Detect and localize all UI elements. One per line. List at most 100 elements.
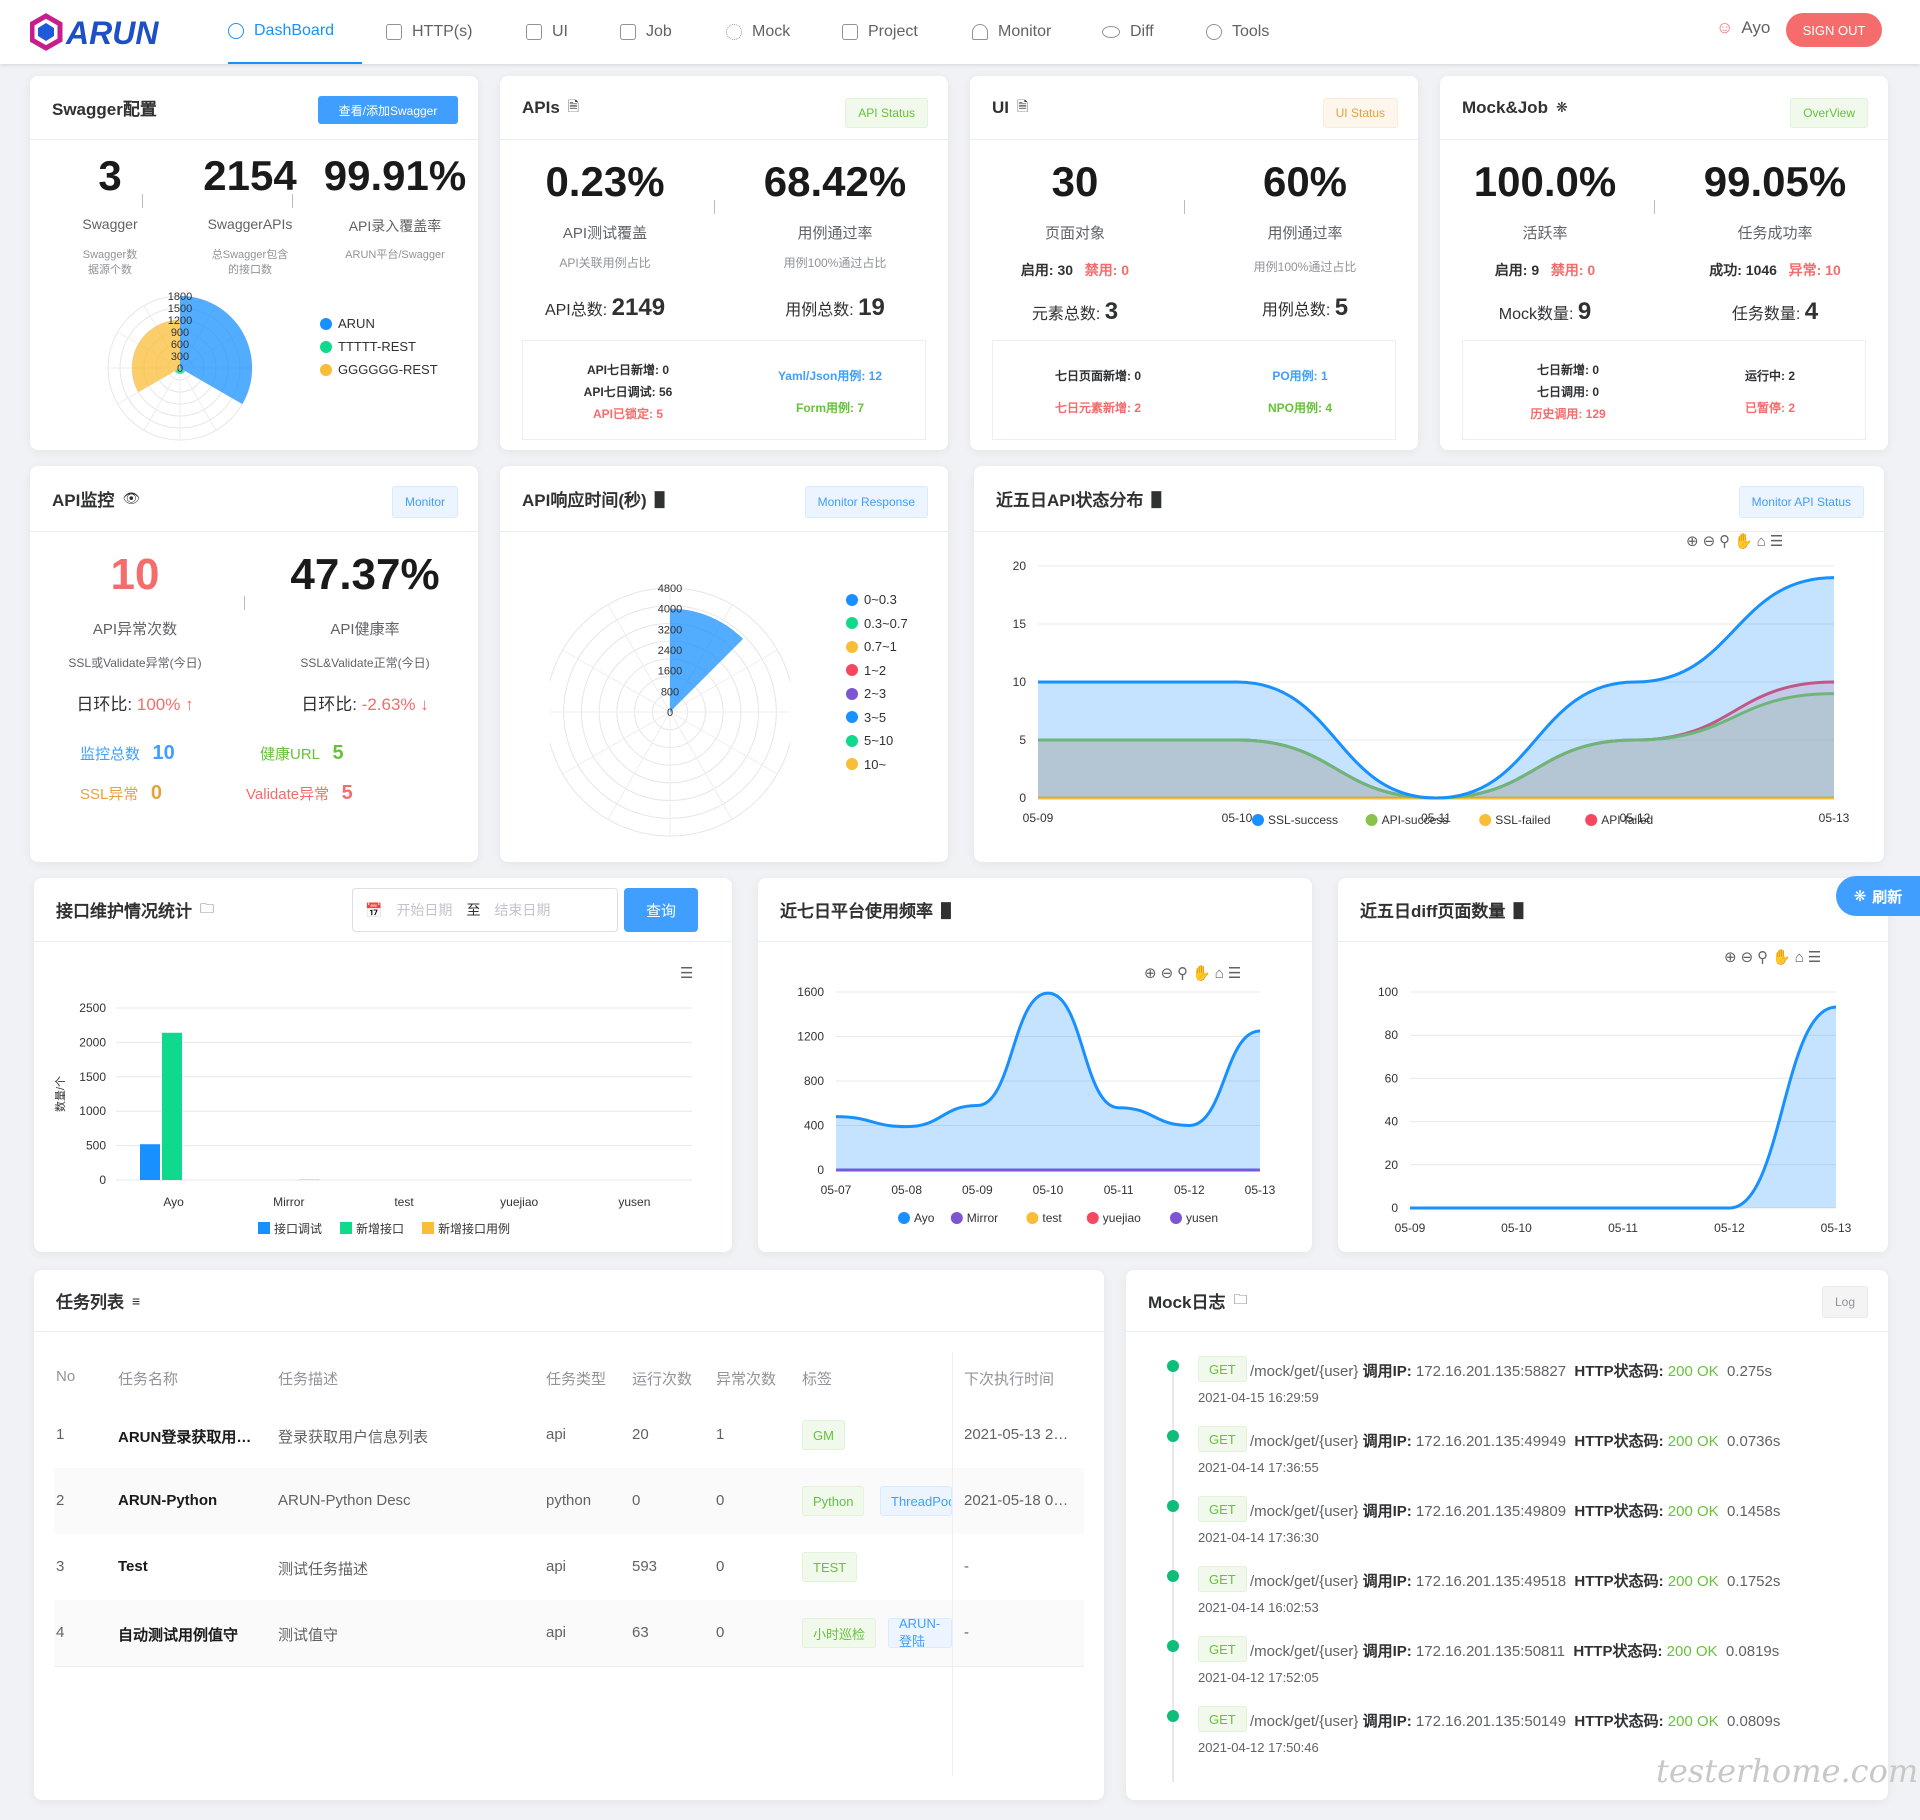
- nav-tools[interactable]: Tools: [1206, 0, 1269, 64]
- nav-mock[interactable]: Mock: [726, 0, 790, 64]
- legend-dot: [846, 617, 858, 629]
- log-entry[interactable]: /mock/get/{user} 调用IP: 172.16.201.135:49…: [1250, 1500, 1780, 1521]
- log-entry[interactable]: /mock/get/{user} 调用IP: 172.16.201.135:49…: [1250, 1570, 1780, 1591]
- run-count: 20: [632, 1426, 649, 1443]
- polar-sector: [670, 608, 744, 712]
- legend-dot: [1365, 814, 1378, 826]
- x-tick-label: 05-09: [962, 1183, 993, 1197]
- stat-label: 用例通过率: [1267, 225, 1343, 242]
- legend-item[interactable]: TTTTT-REST: [320, 339, 416, 354]
- nav-label: DashBoard: [254, 22, 335, 39]
- chart-toolbox[interactable]: ⊕⊖⚲✋⌂☰: [1686, 533, 1788, 550]
- log-entry[interactable]: /mock/get/{user} 调用IP: 172.16.201.135:58…: [1250, 1360, 1772, 1381]
- ip-label: 调用IP:: [1362, 1433, 1412, 1450]
- legend-item[interactable]: ARUN: [320, 316, 375, 331]
- refresh-button[interactable]: ❋ 刷新: [1836, 876, 1920, 916]
- stat-value: 30: [1051, 158, 1099, 205]
- legend-item[interactable]: 0.3~0.7: [846, 616, 908, 631]
- nav-http[interactable]: HTTP(s): [386, 0, 472, 64]
- monitor-api-status-tag[interactable]: Monitor API Status: [1738, 486, 1864, 518]
- date-range-picker[interactable]: 📅 开始日期 至 结束日期: [352, 888, 618, 932]
- legend-item[interactable]: 1~2: [846, 663, 886, 678]
- table-header[interactable]: 运行次数: [632, 1371, 693, 1388]
- detail-line: 七日页面新增: 0: [1054, 369, 1141, 383]
- method-tag: GET: [1198, 1426, 1247, 1452]
- legend-item[interactable]: 10~: [846, 757, 886, 772]
- chart-toolbox[interactable]: ⊕⊖⚲✋⌂☰: [1144, 965, 1246, 982]
- radial-tick-label: 1600: [658, 666, 682, 678]
- log-ip: 172.16.201.135:49809: [1415, 1503, 1567, 1520]
- stat-desc: ARUN平台/Swagger: [345, 249, 445, 261]
- monitor-response-tag[interactable]: Monitor Response: [804, 486, 928, 518]
- sign-out-button[interactable]: SIGN OUT: [1786, 13, 1882, 47]
- legend-dot: [846, 593, 858, 606]
- nav-label: Mock: [752, 23, 791, 40]
- api-status-tag[interactable]: API Status: [845, 98, 928, 128]
- timeline-dot: [1167, 1640, 1179, 1652]
- log-tag[interactable]: Log: [1821, 1286, 1868, 1318]
- count-label: Mock数量:: [1498, 306, 1574, 323]
- user-menu[interactable]: ☺ Ayo: [1716, 18, 1770, 38]
- table-row[interactable]: [54, 1534, 1084, 1600]
- username: Ayo: [1741, 18, 1771, 37]
- stat-value: 2154: [203, 152, 297, 199]
- table-header[interactable]: 标签: [802, 1371, 833, 1388]
- legend-dot: [1170, 1212, 1182, 1224]
- legend-item[interactable]: 3~5: [846, 710, 886, 725]
- legend-swatch: [422, 1222, 434, 1234]
- ui-status-tag[interactable]: UI Status: [1322, 98, 1398, 128]
- legend-item[interactable]: 0.7~1: [846, 639, 897, 654]
- x-tick-label: 05-11: [1421, 811, 1451, 825]
- table-header[interactable]: 任务描述: [278, 1371, 339, 1388]
- legend-item[interactable]: 0~0.3: [846, 592, 897, 607]
- start-date-input[interactable]: 开始日期: [396, 902, 453, 918]
- divider: [714, 200, 715, 214]
- legend-item[interactable]: 5~10: [846, 733, 893, 748]
- table-header[interactable]: 异常次数: [716, 1371, 777, 1388]
- nav-dashboard[interactable]: DashBoard: [228, 0, 362, 64]
- view-add-swagger-button[interactable]: 查看/添加Swagger: [318, 96, 458, 124]
- x-tick-label: Mirror: [273, 1195, 304, 1209]
- window-icon: 🗀: [200, 899, 214, 916]
- nav-ui[interactable]: UI: [526, 0, 568, 64]
- chart-menu-icon[interactable]: ☰: [680, 965, 698, 982]
- task-tag: TEST: [802, 1552, 858, 1582]
- nav-monitor[interactable]: Monitor: [972, 0, 1051, 64]
- monitor-tag[interactable]: Monitor: [391, 486, 458, 518]
- card-title: 近七日平台使用频率: [780, 902, 933, 921]
- y-tick-label: 400: [804, 1119, 824, 1133]
- radial-tick-label: 4800: [658, 583, 682, 595]
- nav-diff[interactable]: Diff: [1102, 0, 1154, 64]
- nav-project[interactable]: Project: [842, 0, 918, 64]
- table-header[interactable]: 下次执行时间: [964, 1371, 1055, 1388]
- api-monitor-card: API监控 👁 Monitor 10 API异常次数 SSL或Validate异常…: [30, 466, 478, 862]
- polar-spoke: [669, 711, 733, 820]
- log-entry[interactable]: /mock/get/{user} 调用IP: 172.16.201.135:50…: [1250, 1710, 1780, 1731]
- detail-line: 已暂停: 2: [1744, 401, 1795, 415]
- card-header: API响应时间(秒) █: [500, 466, 948, 532]
- legend-item[interactable]: GGGGGG-REST: [320, 362, 438, 377]
- end-date-input[interactable]: 结束日期: [494, 902, 551, 918]
- arun-logo[interactable]: ARUN: [30, 13, 190, 51]
- validate-error: Validate异常 5: [246, 782, 353, 805]
- legend-item[interactable]: 2~3: [846, 686, 886, 701]
- table-header[interactable]: No: [56, 1368, 76, 1385]
- divider: [1654, 200, 1655, 214]
- log-entry[interactable]: /mock/get/{user} 调用IP: 172.16.201.135:49…: [1250, 1430, 1780, 1451]
- query-button[interactable]: 查询: [624, 888, 698, 932]
- x-tick-label: 05-11: [1104, 1183, 1134, 1197]
- table-header[interactable]: 任务类型: [546, 1371, 607, 1388]
- legend-label: 10~: [864, 756, 887, 772]
- legend-dot: [320, 340, 332, 353]
- nav-job[interactable]: Job: [620, 0, 672, 64]
- detail-line: 七日元素新增: 2: [1054, 401, 1141, 415]
- overview-tag[interactable]: OverView: [1790, 98, 1868, 128]
- log-entry[interactable]: /mock/get/{user} 调用IP: 172.16.201.135:50…: [1250, 1640, 1779, 1661]
- chart-toolbox[interactable]: ⊕⊖⚲✋⌂☰: [1724, 949, 1826, 966]
- table-header[interactable]: 任务名称: [118, 1371, 179, 1388]
- log-duration: 0.1752s: [1726, 1573, 1781, 1590]
- stat-value: 99.05%: [1703, 158, 1847, 205]
- bar-chart-icon: █: [654, 490, 665, 507]
- y-tick-label: 10: [1013, 675, 1027, 689]
- table-row[interactable]: [54, 1402, 1084, 1468]
